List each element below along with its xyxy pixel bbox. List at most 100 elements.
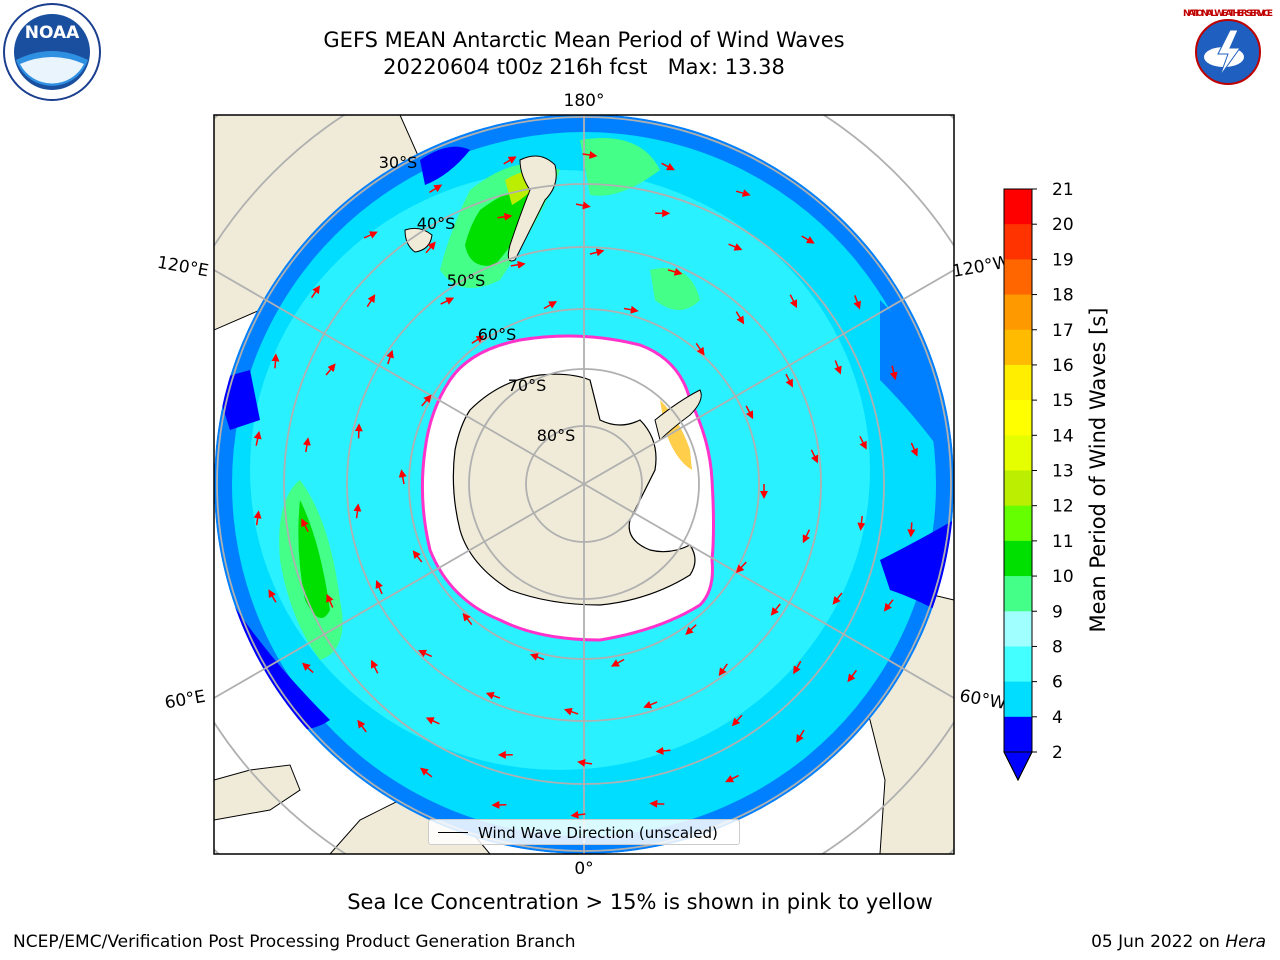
lat-label-80s: 80°S <box>537 426 576 445</box>
wave-arrow <box>793 660 802 675</box>
wave-arrow <box>649 799 665 808</box>
wave-arrow <box>421 394 432 407</box>
new-zealand-land <box>507 155 557 262</box>
lat-label-60s: 60°S <box>478 325 517 344</box>
wave-arrow <box>789 294 797 309</box>
credit-text: NCEP/EMC/Verification Post Processing Pr… <box>13 932 576 952</box>
wave-arrow <box>802 529 811 544</box>
wave-arrow <box>910 442 918 457</box>
colorbar-tick-label: 15 <box>1052 391 1074 411</box>
wave-arrow <box>570 810 586 819</box>
colorbar-segment <box>1004 400 1032 436</box>
wave-arrow <box>310 285 321 299</box>
colorbar-segment <box>1004 611 1032 647</box>
wave-arrow <box>325 363 336 376</box>
colorbar-frame <box>1003 188 1033 782</box>
wave-arrow <box>440 297 455 305</box>
wave-arrow <box>685 624 697 635</box>
wave-arrow <box>363 231 378 239</box>
lat-label-40s: 40°S <box>417 214 456 233</box>
wave-arrow <box>810 449 819 464</box>
colorbar-tick-label: 4 <box>1052 708 1063 728</box>
wave-arrow <box>425 241 436 254</box>
wave-arrow <box>429 184 443 194</box>
lon-label-120e: 120°E <box>156 253 210 282</box>
wave-arrow <box>735 561 747 574</box>
colorbar-segment <box>1004 540 1032 577</box>
date-text: 05 Jun 2022 on <box>1091 932 1226 952</box>
wave-arrow <box>623 305 639 314</box>
wave-arrow <box>889 365 898 381</box>
colorbar-segment <box>1004 681 1032 718</box>
colorbar-tick-label: 18 <box>1052 286 1074 306</box>
colorbar-segment <box>1004 470 1032 507</box>
wave-arrow <box>425 717 440 725</box>
wave-arrow <box>412 550 423 563</box>
wave-arrow <box>529 653 545 661</box>
colorbar-segment <box>1004 646 1032 683</box>
wave-arrow <box>253 430 262 446</box>
wave-arrow <box>728 243 743 251</box>
colorbar-segment <box>1004 329 1032 366</box>
wave-arrow <box>543 301 558 310</box>
chart-subtitle: 20220604 t00z 216h fcst Max: 13.38 <box>383 55 785 79</box>
lon-label-120w: 120°W <box>951 252 1012 282</box>
chart-title: GEFS MEAN Antarctic Mean Period of Wind … <box>323 28 845 52</box>
wave-arrow <box>366 294 376 308</box>
map-frame <box>213 114 955 855</box>
date-host-text: 05 Jun 2022 on Hera <box>1091 932 1266 952</box>
map-legend: Wind Wave Direction (unscaled) <box>428 819 740 845</box>
wave-arrow <box>398 469 407 485</box>
colorbar-segment <box>1004 259 1032 296</box>
colorbar-segment <box>1004 435 1032 471</box>
wave-arrow <box>386 349 394 365</box>
wave-arrow <box>847 669 858 683</box>
wave-arrow <box>510 260 526 269</box>
colorbar-tick-label: 8 <box>1052 637 1063 657</box>
host-name: Hera <box>1225 932 1266 952</box>
colorbar-segment <box>1004 364 1032 401</box>
colorbar-segment <box>1004 294 1032 331</box>
wave-arrow <box>302 662 314 674</box>
wave-arrow <box>725 774 739 783</box>
wave-arrow <box>718 663 728 677</box>
lon-label-180: 180° <box>564 91 605 111</box>
wave-arrow <box>353 503 362 519</box>
wave-arrow <box>655 746 671 755</box>
colorbar-tick-label: 9 <box>1052 602 1063 622</box>
wave-arrow <box>907 522 916 538</box>
lat-label-30s: 30°S <box>379 153 418 172</box>
wave-direction-arrows <box>253 151 918 819</box>
wave-arrow <box>497 212 513 221</box>
wave-arrow <box>563 707 579 716</box>
colorbar-extend-min <box>1003 751 1033 782</box>
graticule <box>214 115 954 854</box>
colorbar-tick-label: 13 <box>1052 462 1074 482</box>
colorbar-tick-label: 2 <box>1052 743 1063 763</box>
wave-arrow <box>589 248 605 257</box>
wave-arrow <box>326 593 334 608</box>
wave-arrow <box>268 589 277 603</box>
colorbar-segment <box>1004 224 1032 260</box>
antarctic-peninsula <box>654 389 702 441</box>
wave-arrow <box>357 719 367 733</box>
colorbar-tick-label: 6 <box>1052 673 1063 693</box>
wave-arrow <box>801 235 815 244</box>
colorbar-tick-label: 19 <box>1052 250 1074 270</box>
wave-arrow <box>471 335 485 344</box>
lon-label-60e: 60°E <box>163 687 207 714</box>
colorbar: 2 4 6 8 9 10 11 12 13 14 15 16 17 18 19 20 21 <box>1003 180 1074 782</box>
wave-arrow <box>834 360 842 375</box>
wave-arrow <box>420 767 433 778</box>
wave-arrow <box>770 603 781 616</box>
nws-logo: NATIONAL WEATHER SERVICE <box>1180 4 1276 100</box>
lat-label-50s: 50°S <box>447 271 486 290</box>
colorbar-tick-label: 14 <box>1052 426 1074 446</box>
colorbar-tick-label: 10 <box>1052 567 1074 587</box>
wave-arrow <box>575 201 591 210</box>
wave-arrow <box>883 599 894 612</box>
wave-arrow <box>371 659 379 674</box>
colorbar-segment <box>1004 505 1032 542</box>
sea-ice-note: Sea Ice Concentration > 15% is shown in … <box>347 890 933 914</box>
